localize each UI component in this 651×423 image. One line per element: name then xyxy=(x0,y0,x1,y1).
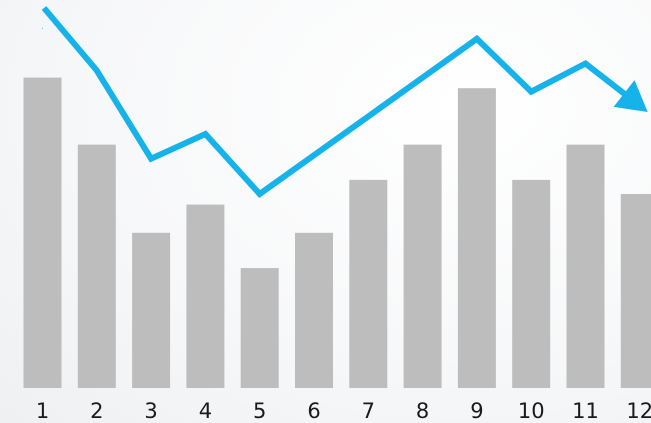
line-point-10 xyxy=(530,91,532,93)
line-point-2 xyxy=(96,70,98,72)
x-tick-label-2: 2 xyxy=(90,399,103,423)
line-point-6 xyxy=(313,154,315,156)
bar-1 xyxy=(23,77,62,388)
line-point-5 xyxy=(259,193,261,195)
line-point-3 xyxy=(150,158,152,160)
bar-2 xyxy=(77,144,116,388)
bar-7 xyxy=(349,179,388,388)
x-tick-label-1: 1 xyxy=(36,399,49,423)
bar-6 xyxy=(295,232,333,388)
bar-12 xyxy=(620,194,651,388)
x-tick-label-10: 10 xyxy=(518,399,545,423)
x-tick-label-6: 6 xyxy=(307,399,320,423)
line-layer xyxy=(41,6,648,198)
line-point-9 xyxy=(476,38,478,40)
bar-10 xyxy=(512,179,551,388)
bars-layer xyxy=(23,77,651,388)
bar-11 xyxy=(566,144,605,388)
line-point-11 xyxy=(585,62,586,64)
x-tick-label-12: 12 xyxy=(626,399,651,423)
x-tick-label-7: 7 xyxy=(362,399,375,423)
bar-3 xyxy=(132,232,171,388)
trend-line xyxy=(41,6,628,198)
x-tick-label-8: 8 xyxy=(416,399,429,423)
arrow-head-icon xyxy=(613,80,648,112)
bar-4 xyxy=(186,204,225,388)
x-tick-label-4: 4 xyxy=(199,399,212,423)
labels-layer: 1 2 3 4 5 6 7 8 9 10 11 12 xyxy=(36,399,651,423)
x-tick-label-5: 5 xyxy=(253,399,266,423)
bar-9 xyxy=(457,88,496,388)
line-point-7 xyxy=(367,115,369,117)
bar-8 xyxy=(403,144,442,388)
line-point-1 xyxy=(42,27,43,29)
x-tick-label-9: 9 xyxy=(470,399,483,423)
x-tick-label-3: 3 xyxy=(144,399,157,423)
bar-5 xyxy=(240,268,279,388)
x-tick-label-11: 11 xyxy=(572,399,599,423)
line-point-4 xyxy=(204,133,206,135)
line-point-8 xyxy=(422,77,424,79)
